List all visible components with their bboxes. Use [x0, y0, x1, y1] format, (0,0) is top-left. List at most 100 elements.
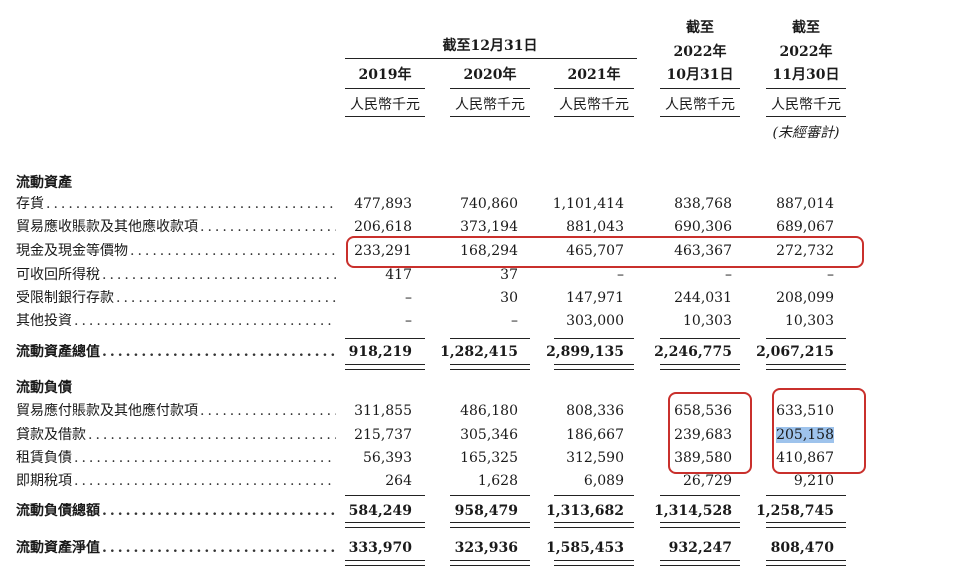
- table-cell-value: 740,860: [460, 196, 518, 212]
- table-cell: 740,860: [418, 196, 518, 212]
- double-rule: [660, 560, 740, 566]
- table-cell-value: 333,970: [348, 540, 412, 556]
- col4-line1: 截至: [686, 20, 714, 36]
- table-cell-value: 465,707: [566, 243, 624, 259]
- table-cell: –: [312, 290, 412, 306]
- table-cell: 168,294: [418, 243, 518, 259]
- rule: [766, 338, 846, 339]
- table-cell-value: 323,936: [454, 540, 518, 556]
- table-row-label: 存貨......................................…: [16, 196, 336, 212]
- table-cell: 147,971: [524, 290, 624, 306]
- rule: [450, 338, 530, 339]
- table-cell-value: 233,291: [354, 243, 412, 259]
- group-header: 截至12月31日: [442, 38, 538, 54]
- table-cell: 808,336: [524, 403, 624, 419]
- table-cell-value: –: [617, 267, 624, 283]
- table-cell: 881,043: [524, 219, 624, 235]
- table-row-label: 流動資產淨值..................................…: [16, 540, 336, 556]
- col2-unit: 人民幣千元: [455, 97, 525, 113]
- rule: [660, 495, 740, 496]
- col5-year: 11月30日: [772, 67, 840, 83]
- table-cell-value: 10,303: [785, 313, 834, 329]
- section-current-liabilities: 流動負債: [16, 380, 72, 396]
- col5-line1: 截至: [792, 20, 820, 36]
- table-cell: 838,768: [632, 196, 732, 212]
- table-cell: 10,303: [734, 313, 834, 329]
- table-cell-value: 808,470: [770, 540, 834, 556]
- table-cell: 486,180: [418, 403, 518, 419]
- table-cell: 1,258,745: [734, 503, 834, 519]
- table-cell-value: 633,510: [776, 403, 834, 419]
- col4-year: 10月31日: [666, 67, 734, 83]
- table-cell-value: 303,000: [566, 313, 624, 329]
- table-row-label: 流動資產總值..................................…: [16, 344, 336, 360]
- cash-row-highlight-box: [346, 236, 864, 268]
- table-cell: 373,194: [418, 219, 518, 235]
- table-row-label: 貿易應付賬款及其他應付款項...........................…: [16, 403, 336, 419]
- table-cell: 215,737: [312, 427, 412, 443]
- table-cell-value: 1,282,415: [440, 344, 518, 360]
- rule: [345, 338, 425, 339]
- double-rule: [766, 560, 846, 566]
- double-rule: [554, 522, 634, 528]
- table-cell-value: 958,479: [454, 503, 518, 519]
- table-cell: 1,314,528: [632, 503, 732, 519]
- table-row-label: 貿易應收賬款及其他應收款項...........................…: [16, 219, 336, 235]
- table-row-label: 受限制銀行存款.................................…: [16, 290, 336, 306]
- table-cell-value: 690,306: [674, 219, 732, 235]
- table-row-label: 即期稅項....................................…: [16, 473, 336, 489]
- table-cell: 658,536: [632, 403, 732, 419]
- table-cell: 689,067: [734, 219, 834, 235]
- rule: [660, 338, 740, 339]
- table-cell-value: 584,249: [348, 503, 412, 519]
- table-cell-value: 410,867: [776, 450, 834, 466]
- table-row-label: 流動負債總額..................................…: [16, 503, 336, 519]
- table-cell: 323,936: [418, 540, 518, 556]
- double-rule: [345, 560, 425, 566]
- table-cell-value: 165,325: [460, 450, 518, 466]
- table-cell-value: 208,099: [776, 290, 834, 306]
- table-cell: –: [632, 267, 732, 283]
- table-cell-value: 239,683: [674, 427, 732, 443]
- table-cell: 206,618: [312, 219, 412, 235]
- table-cell: 918,219: [312, 344, 412, 360]
- table-cell-value: 205,158: [776, 427, 834, 443]
- table-cell: 887,014: [734, 196, 834, 212]
- table-cell-value: 311,855: [354, 403, 412, 419]
- col4-year-underline: [660, 88, 740, 89]
- table-cell: 1,282,415: [418, 344, 518, 360]
- rule: [554, 495, 634, 496]
- table-cell-value: 56,393: [363, 450, 412, 466]
- rule: [450, 495, 530, 496]
- table-cell: 26,729: [632, 473, 732, 489]
- table-cell-value: 689,067: [776, 219, 834, 235]
- col5-unit-underline: [766, 116, 846, 117]
- table-cell-value: 486,180: [460, 403, 518, 419]
- table-cell-value: 305,346: [460, 427, 518, 443]
- table-cell: 584,249: [312, 503, 412, 519]
- table-cell: 417: [312, 267, 412, 283]
- col4-unit: 人民幣千元: [665, 97, 735, 113]
- table-cell: 463,367: [632, 243, 732, 259]
- table-cell-value: 1,314,528: [654, 503, 732, 519]
- table-cell: 1,313,682: [524, 503, 624, 519]
- table-cell-value: 272,732: [776, 243, 834, 259]
- table-cell: 208,099: [734, 290, 834, 306]
- table-cell: 312,590: [524, 450, 624, 466]
- table-cell-value: 186,667: [566, 427, 624, 443]
- table-cell: 56,393: [312, 450, 412, 466]
- table-cell-value: 417: [385, 267, 412, 283]
- table-cell-value: 215,737: [354, 427, 412, 443]
- col2-year: 2020年: [463, 67, 517, 83]
- col4-line2: 2022年: [673, 44, 727, 60]
- col5-year-underline: [766, 88, 846, 89]
- table-cell-value: 389,580: [674, 450, 732, 466]
- table-cell: 165,325: [418, 450, 518, 466]
- col5-line2: 2022年: [779, 44, 833, 60]
- col1-year-underline: [345, 88, 425, 89]
- table-cell: 333,970: [312, 540, 412, 556]
- table-row-label: 其他投資....................................…: [16, 313, 336, 329]
- table-cell: 186,667: [524, 427, 624, 443]
- table-cell: 2,899,135: [524, 344, 624, 360]
- col2-unit-underline: [450, 116, 530, 117]
